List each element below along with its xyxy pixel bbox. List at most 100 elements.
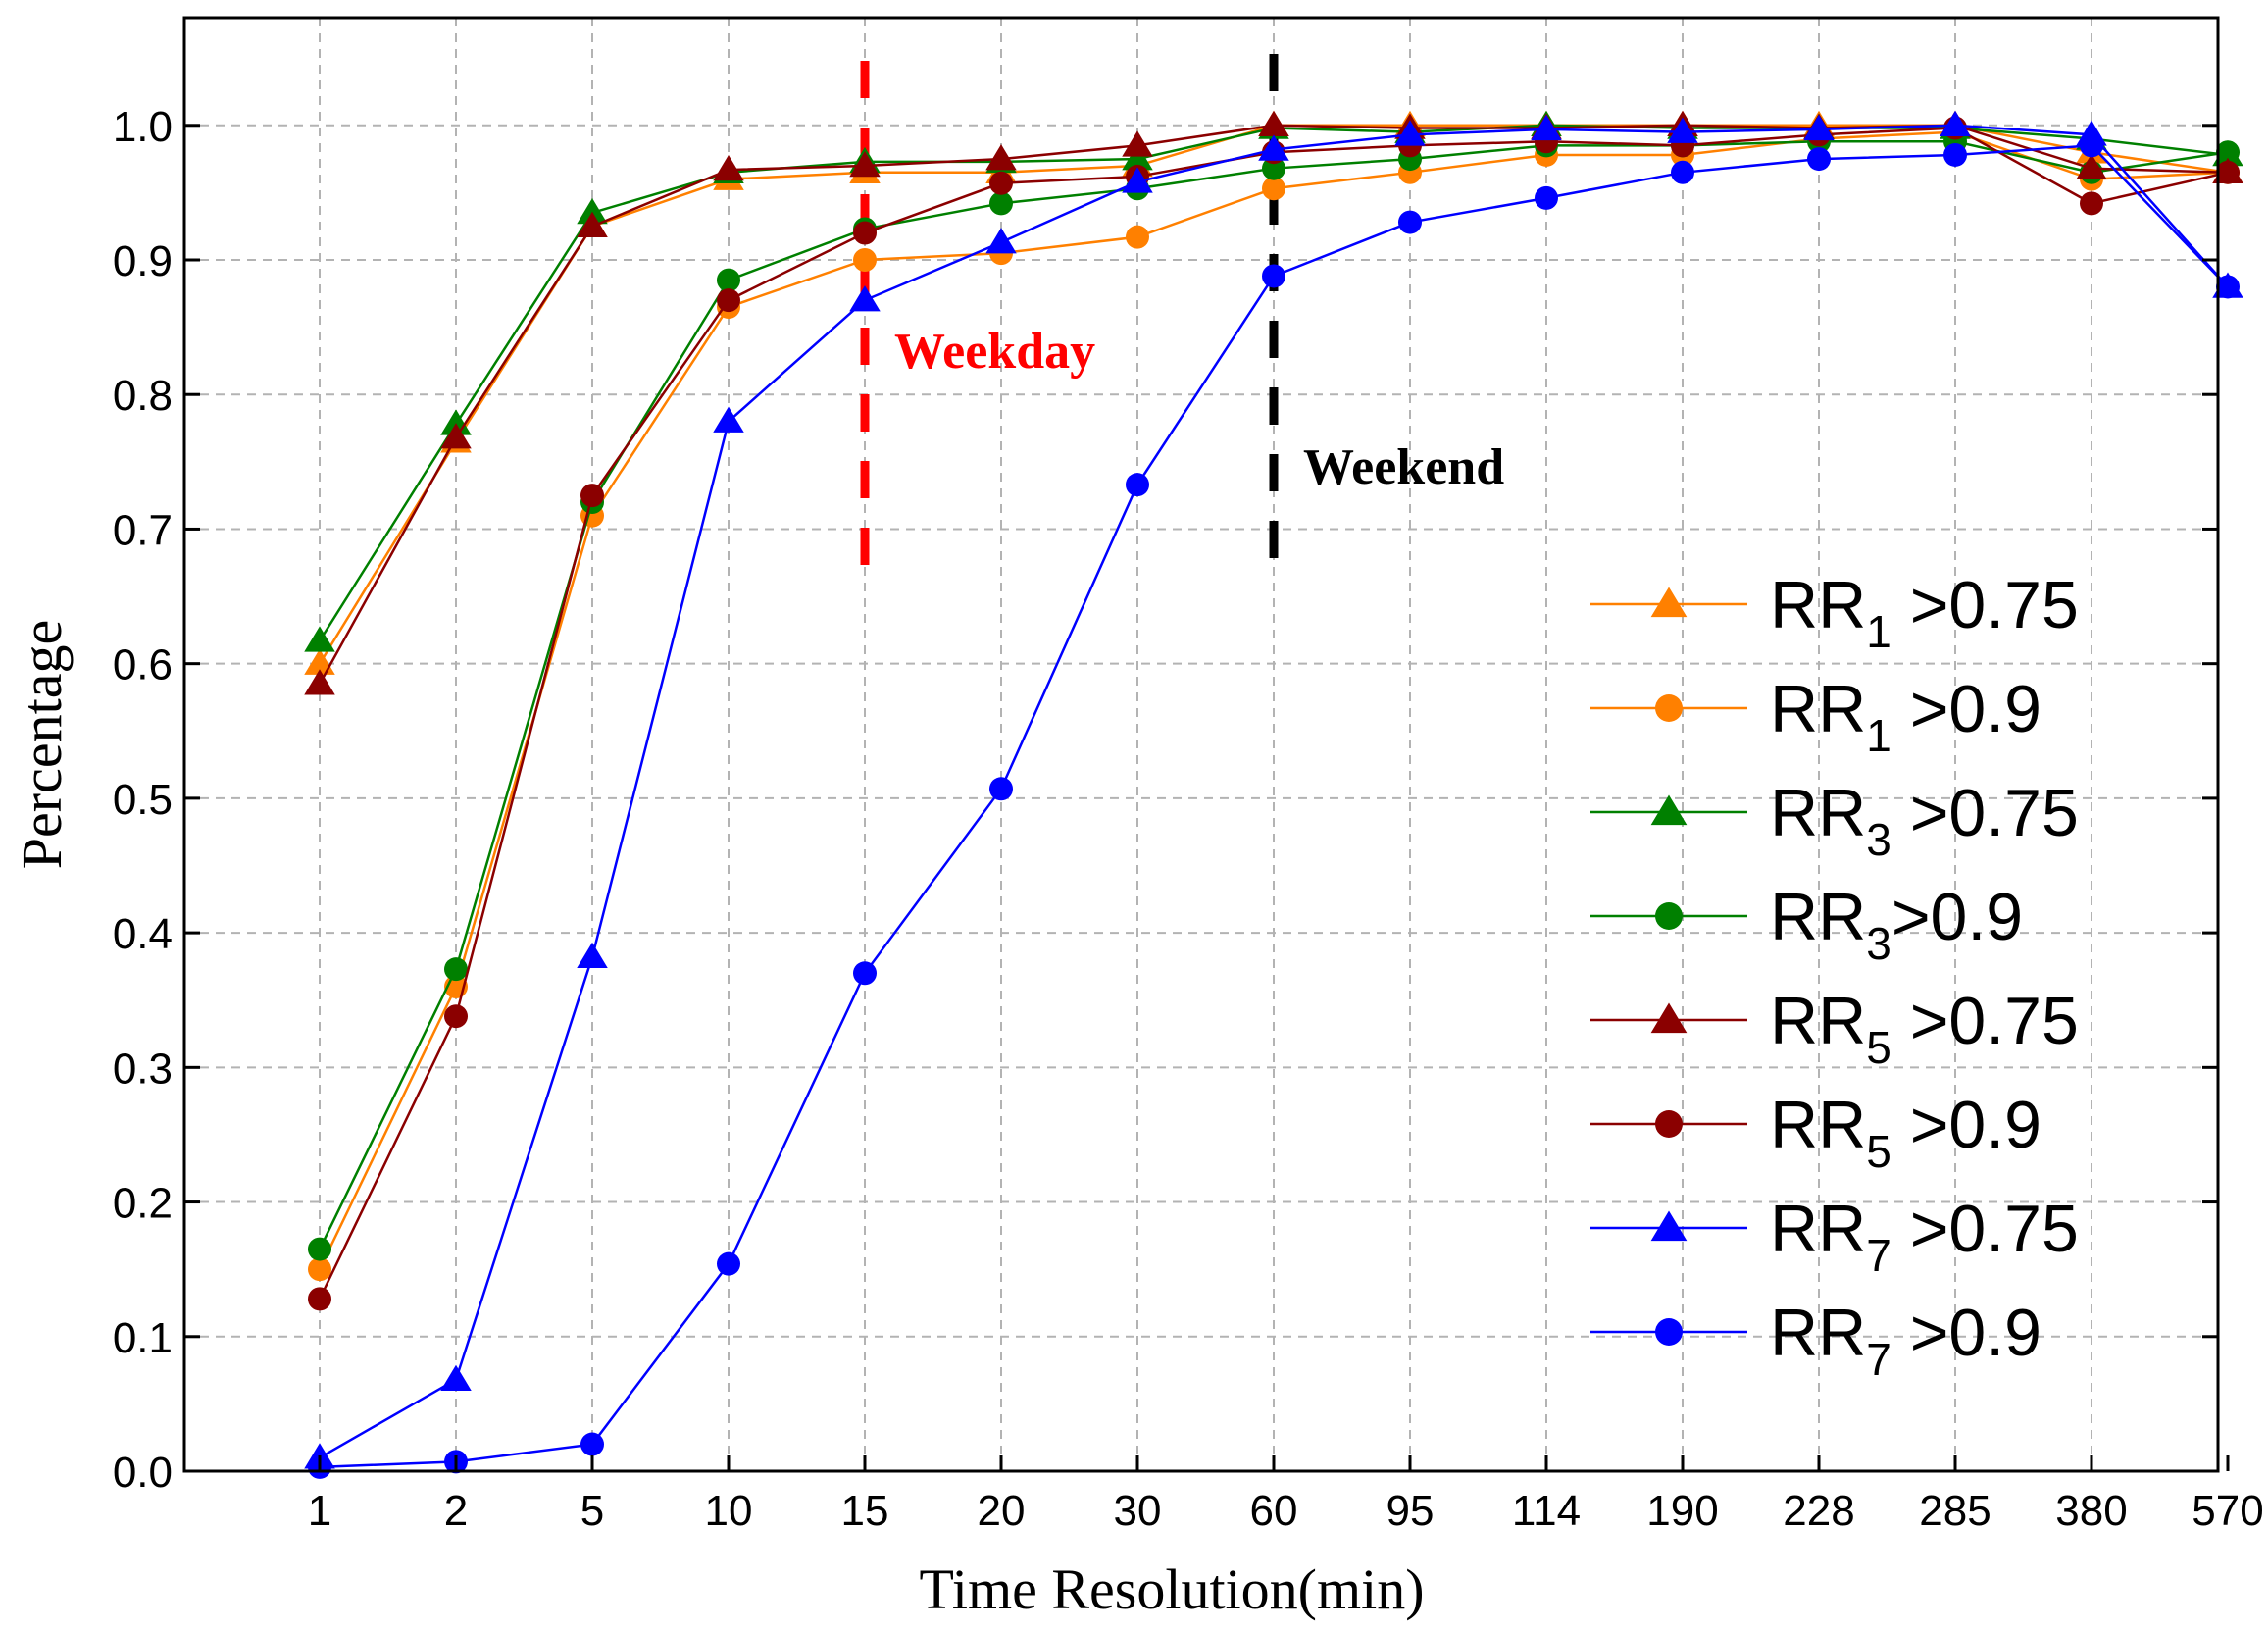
data-point-triangle xyxy=(440,409,472,435)
data-point-triangle xyxy=(1803,114,1835,141)
data-point-circle xyxy=(1535,185,1558,210)
legend-label: RR3>0.9 xyxy=(1770,880,2023,969)
axis-ticks: 1 2 5 10 15 20 30 60 95 114 190 228 285 380 570 0.0 0.1 0… xyxy=(113,103,2264,1535)
x-tick-label: 2 xyxy=(444,1487,468,1535)
x-tick-label: 10 xyxy=(705,1487,753,1535)
data-point-triangle xyxy=(713,155,744,181)
data-point-circle xyxy=(308,1257,331,1282)
data-point-circle xyxy=(2080,133,2103,158)
data-point-triangle xyxy=(577,942,608,969)
data-point-triangle xyxy=(440,423,472,449)
legend-marker-triangle xyxy=(1650,794,1688,826)
x-tick-label: 15 xyxy=(841,1487,889,1535)
data-point-circle xyxy=(2216,275,2240,299)
x-tick-label: 570 xyxy=(2192,1487,2263,1535)
x-tick-label: 60 xyxy=(1250,1487,1298,1535)
legend-marker-circle xyxy=(1655,694,1683,722)
annotation-lines xyxy=(860,54,1279,571)
legend-label: RR3 >0.75 xyxy=(1770,776,2079,865)
x-tick-label: 95 xyxy=(1386,1487,1435,1535)
data-point-triangle xyxy=(1531,114,1562,141)
legend-marker-circle xyxy=(1655,1318,1683,1346)
data-point-triangle xyxy=(1122,130,1153,157)
legend-entry: RR7 >0.75 xyxy=(1590,1192,2079,1281)
data-point-circle xyxy=(1671,160,1694,184)
series-rr7-triangle xyxy=(304,110,2243,1469)
x-tick-label: 1 xyxy=(308,1487,331,1535)
legend-marker-circle xyxy=(1655,1110,1683,1138)
data-point-circle xyxy=(989,777,1013,801)
data-point-triangle xyxy=(304,669,335,695)
data-point-triangle xyxy=(1122,144,1153,171)
legend-entry: RR1 >0.75 xyxy=(1590,568,2079,657)
data-point-circle xyxy=(1262,264,1285,288)
x-tick-label: 190 xyxy=(1646,1487,1718,1535)
data-point-circle xyxy=(580,1432,604,1456)
legend-marker-triangle xyxy=(1650,587,1688,618)
legend-marker-triangle xyxy=(1650,1002,1688,1034)
data-point-triangle xyxy=(985,228,1017,254)
data-point-triangle xyxy=(440,1364,472,1391)
data-point-triangle xyxy=(2076,153,2107,179)
legend-label: RR7 >0.75 xyxy=(1770,1192,2079,1281)
y-tick-label: 0.7 xyxy=(113,506,173,554)
annotation-label-weekend: Weekend xyxy=(1303,439,1504,495)
data-point-triangle xyxy=(1940,110,1971,137)
series-rr7-circle xyxy=(308,133,2240,1479)
legend-entry: RR3 >0.75 xyxy=(1590,776,2079,865)
data-point-circle xyxy=(853,248,877,272)
data-point-circle xyxy=(1943,142,1967,167)
series-group xyxy=(304,110,2243,1479)
data-point-triangle xyxy=(304,626,335,652)
data-point-circle xyxy=(444,957,468,982)
x-tick-label: 380 xyxy=(2055,1487,2127,1535)
y-tick-label: 0.4 xyxy=(113,910,173,958)
data-point-circle xyxy=(989,171,1013,195)
data-point-triangle xyxy=(1258,110,1289,137)
data-point-circle xyxy=(1262,177,1285,201)
y-tick-label: 0.8 xyxy=(113,372,173,420)
data-point-circle xyxy=(717,288,740,313)
data-point-circle xyxy=(308,1237,331,1261)
legend-entry: RR3>0.9 xyxy=(1590,880,2023,969)
x-tick-label: 114 xyxy=(1512,1487,1581,1535)
legend-label: RR1 >0.9 xyxy=(1770,672,2041,761)
x-tick-label: 285 xyxy=(1919,1487,1991,1535)
legend-entry: RR1 >0.9 xyxy=(1590,672,2041,761)
data-point-triangle xyxy=(849,150,881,178)
y-axis-label: Percentage xyxy=(10,620,74,869)
legend-label: RR5 >0.9 xyxy=(1770,1088,2041,1177)
legend-entry: RR7 >0.9 xyxy=(1590,1296,2041,1385)
data-point-triangle xyxy=(1258,134,1289,161)
data-point-circle xyxy=(2216,160,2240,184)
y-tick-label: 0.5 xyxy=(113,776,173,824)
data-point-circle xyxy=(2080,191,2103,216)
legend-marker-circle xyxy=(1655,902,1683,930)
data-point-circle xyxy=(989,191,1013,216)
data-point-circle xyxy=(1398,210,1422,234)
annotation-label-weekday: Weekday xyxy=(894,324,1095,380)
y-tick-label: 0.0 xyxy=(113,1449,173,1497)
y-tick-label: 1.0 xyxy=(113,103,173,151)
legend-entry: RR5 >0.75 xyxy=(1590,984,2079,1073)
data-point-circle xyxy=(1126,473,1149,497)
data-point-circle xyxy=(853,961,877,986)
y-tick-label: 0.3 xyxy=(113,1045,173,1093)
y-tick-label: 0.2 xyxy=(113,1180,173,1228)
legend: RR1 >0.75 RR1 >0.9 RR3 >0.75 RR3>0.9 RR5 >0.… xyxy=(1590,568,2079,1385)
data-point-circle xyxy=(1126,225,1149,249)
x-tick-label: 228 xyxy=(1783,1487,1854,1535)
data-point-circle xyxy=(444,1004,468,1029)
data-point-triangle xyxy=(1394,120,1426,146)
data-point-circle xyxy=(308,1287,331,1311)
annotation-labels: Weekday Weekend xyxy=(894,324,1504,495)
y-tick-label: 0.1 xyxy=(113,1314,173,1362)
data-point-triangle xyxy=(577,211,608,237)
plot-frame xyxy=(182,16,2220,1473)
data-point-circle xyxy=(580,484,604,508)
y-tick-label: 0.9 xyxy=(113,237,173,285)
data-point-circle xyxy=(717,1251,740,1276)
x-tick-label: 20 xyxy=(978,1487,1026,1535)
data-point-circle xyxy=(1262,156,1285,180)
